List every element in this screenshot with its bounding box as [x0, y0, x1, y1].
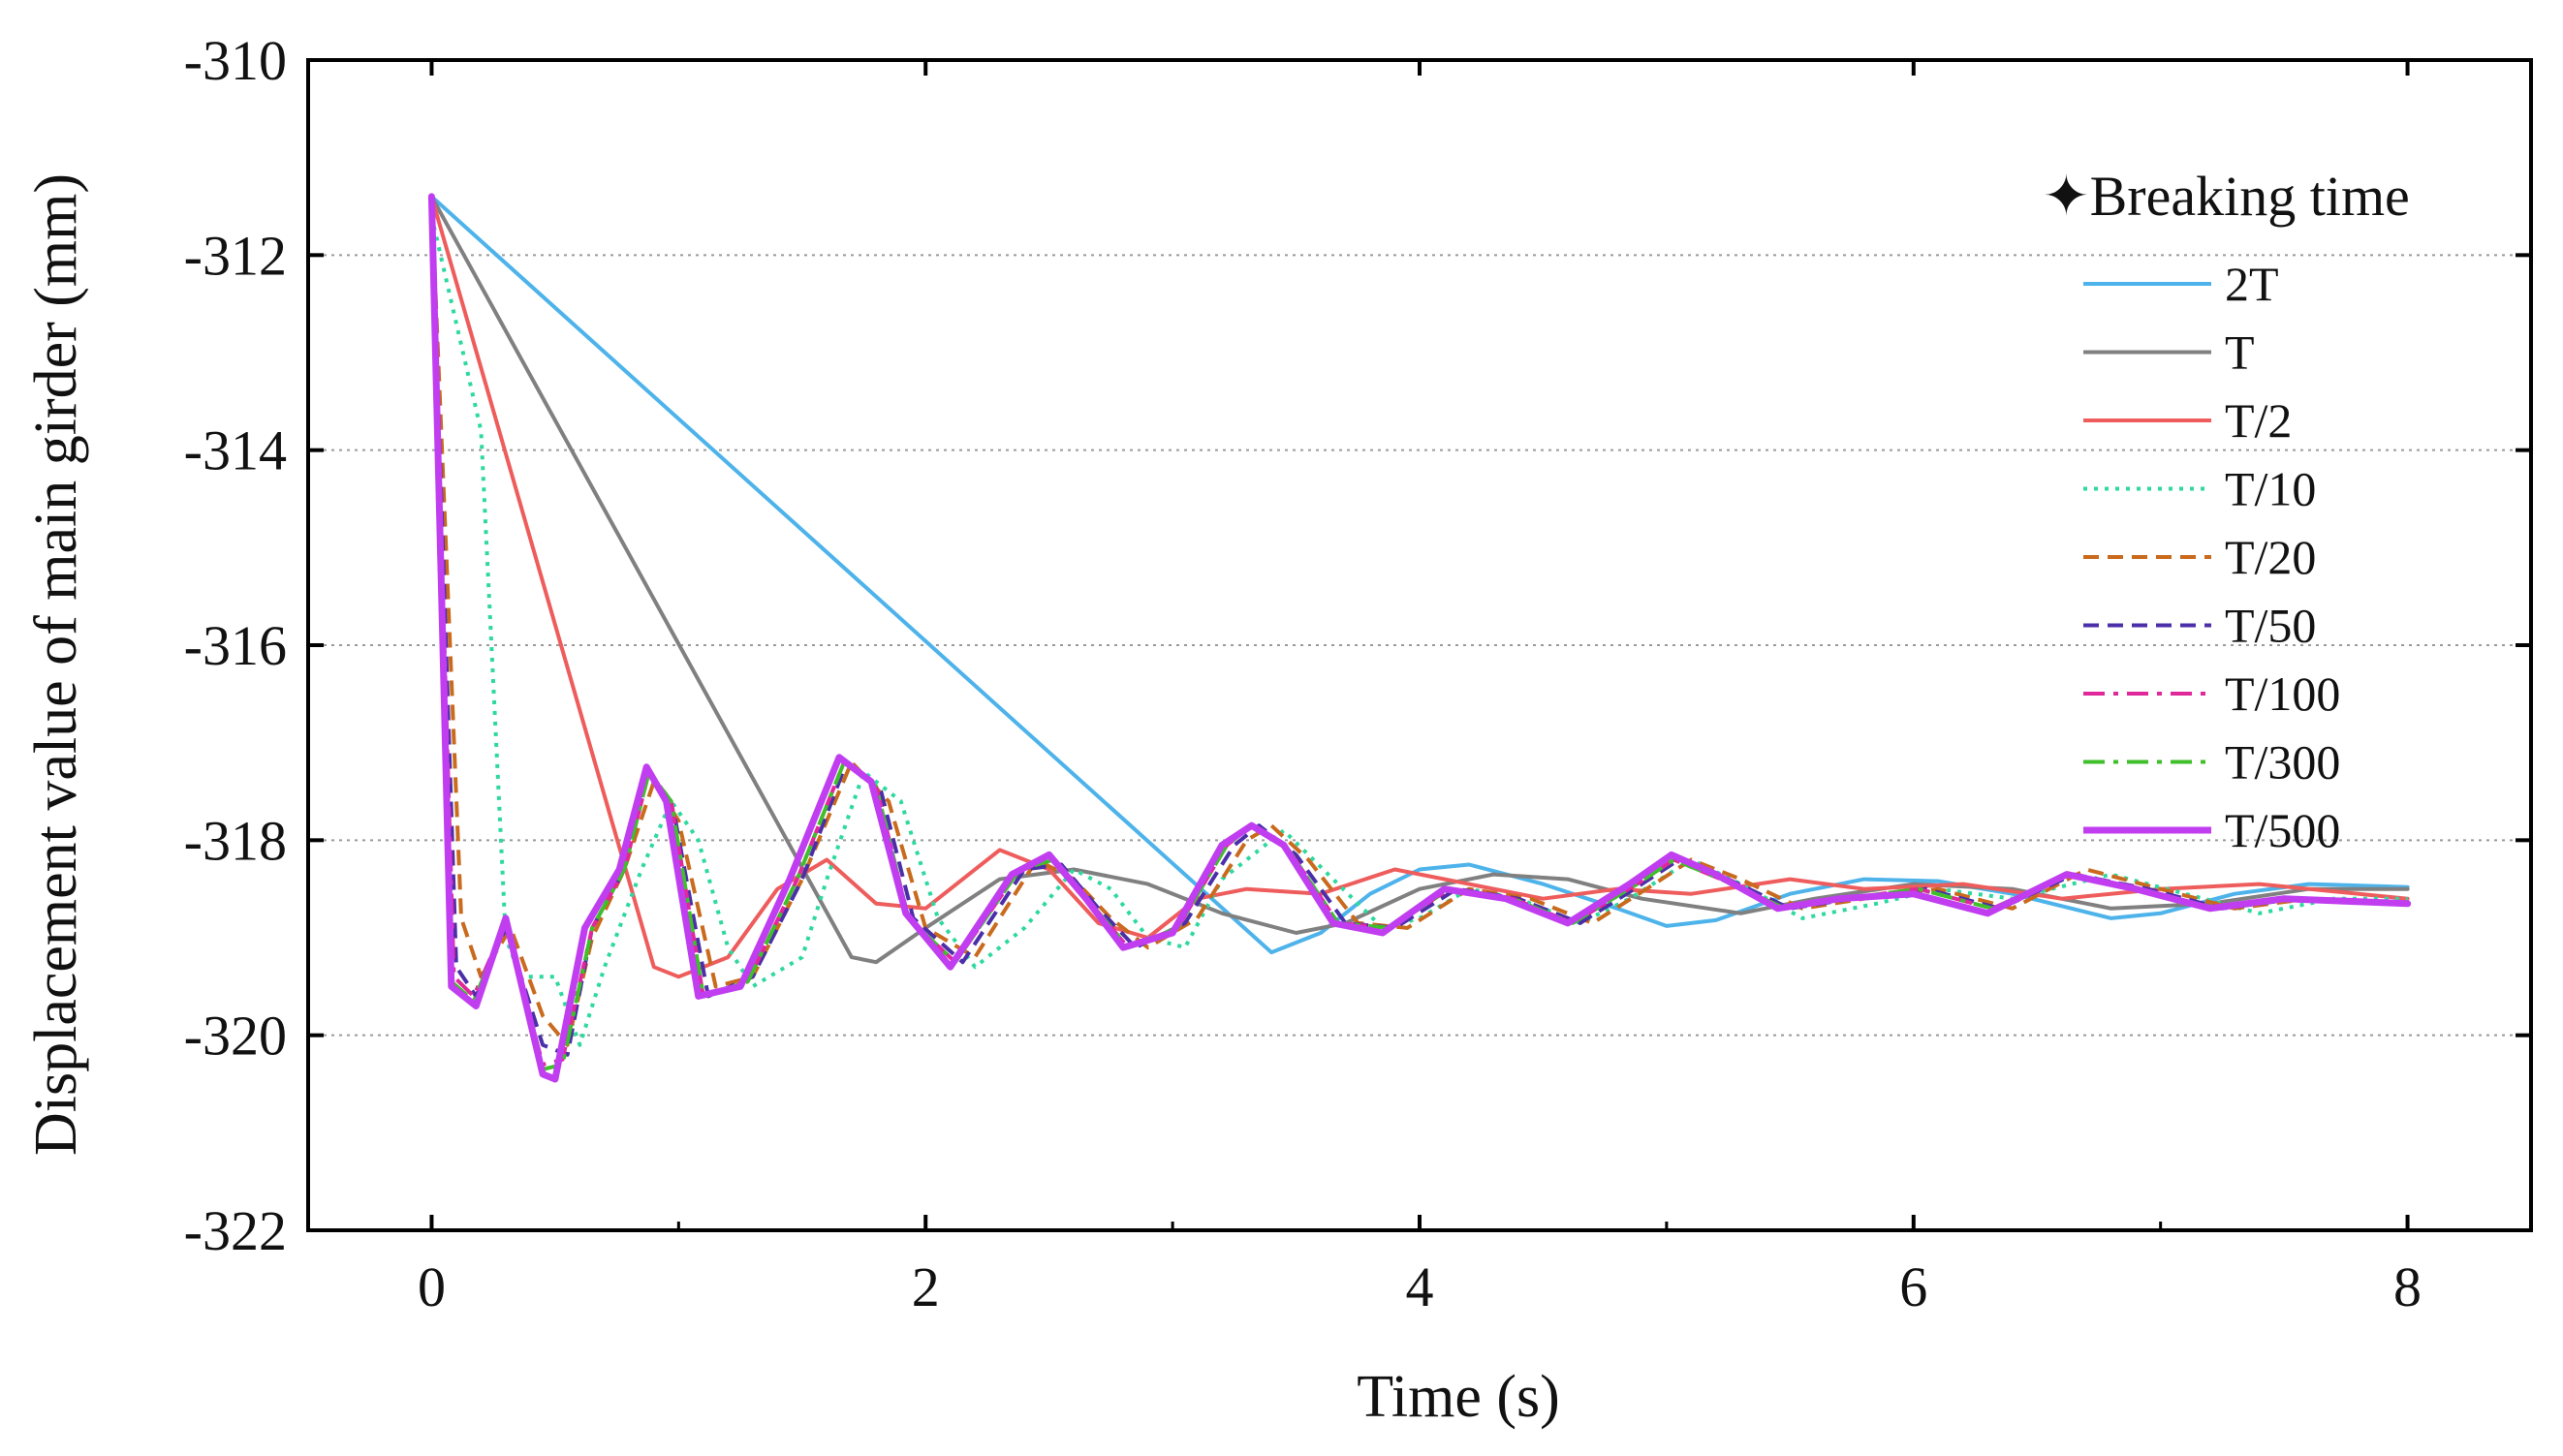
series-line-9 [427, 193, 2412, 1083]
y-tick-label: -320 [184, 1005, 287, 1068]
series-lines [427, 193, 2412, 1083]
y-tick-label: -318 [184, 809, 287, 872]
y-axis-tick-labels: -310 -312 -314 -316 -318 -320 -322 [184, 29, 287, 1262]
legend-title: ✦Breaking time [2043, 165, 2410, 228]
series-line-8 [429, 196, 2408, 1071]
x-tick-label: 0 [418, 1255, 446, 1318]
series-line-2 [429, 194, 2410, 965]
legend-label: T/20 [2225, 530, 2316, 584]
legend: ✦Breaking time 2T T T/2 T/10 T/20 T/50 T/100 T/… [2043, 165, 2410, 857]
x-axis-tick-labels: 0 2 4 6 8 [418, 1255, 2422, 1318]
legend-label: T [2225, 325, 2255, 380]
series-line-3 [429, 194, 2410, 979]
y-axis-title: Displacement value of main girder (mm) [23, 173, 89, 1156]
grid-lines [308, 254, 2531, 1037]
series-line-7 [429, 196, 2408, 1067]
legend-label: T/500 [2225, 803, 2340, 857]
x-axis-title: Time (s) [1357, 1364, 1560, 1430]
legend-title-symbol: ✦ [2043, 165, 2090, 228]
x-tick-label: 4 [1406, 1255, 1434, 1318]
legend-entries: 2T T T/2 T/10 T/20 T/50 T/100 T/300 T/500 [2083, 257, 2340, 857]
legend-label: T/50 [2225, 599, 2316, 653]
legend-label: T/10 [2225, 462, 2316, 516]
legend-label: T/100 [2225, 666, 2340, 721]
y-tick-label: -316 [184, 614, 287, 677]
legend-title-text: Breaking time [2090, 165, 2410, 228]
series-line-1 [429, 194, 2410, 955]
legend-label: 2T [2225, 257, 2279, 311]
y-tick-label: -310 [184, 29, 287, 92]
legend-label: T/300 [2225, 735, 2340, 790]
y-tick-label: -314 [184, 419, 287, 482]
x-tick-label: 2 [912, 1255, 940, 1318]
x-tick-label: 8 [2393, 1255, 2422, 1318]
legend-label: T/2 [2225, 393, 2292, 448]
y-tick-label: -312 [184, 224, 287, 287]
y-tick-label: -322 [184, 1199, 287, 1262]
axis-ticks [308, 58, 2531, 1232]
x-tick-label: 6 [1899, 1255, 1927, 1318]
